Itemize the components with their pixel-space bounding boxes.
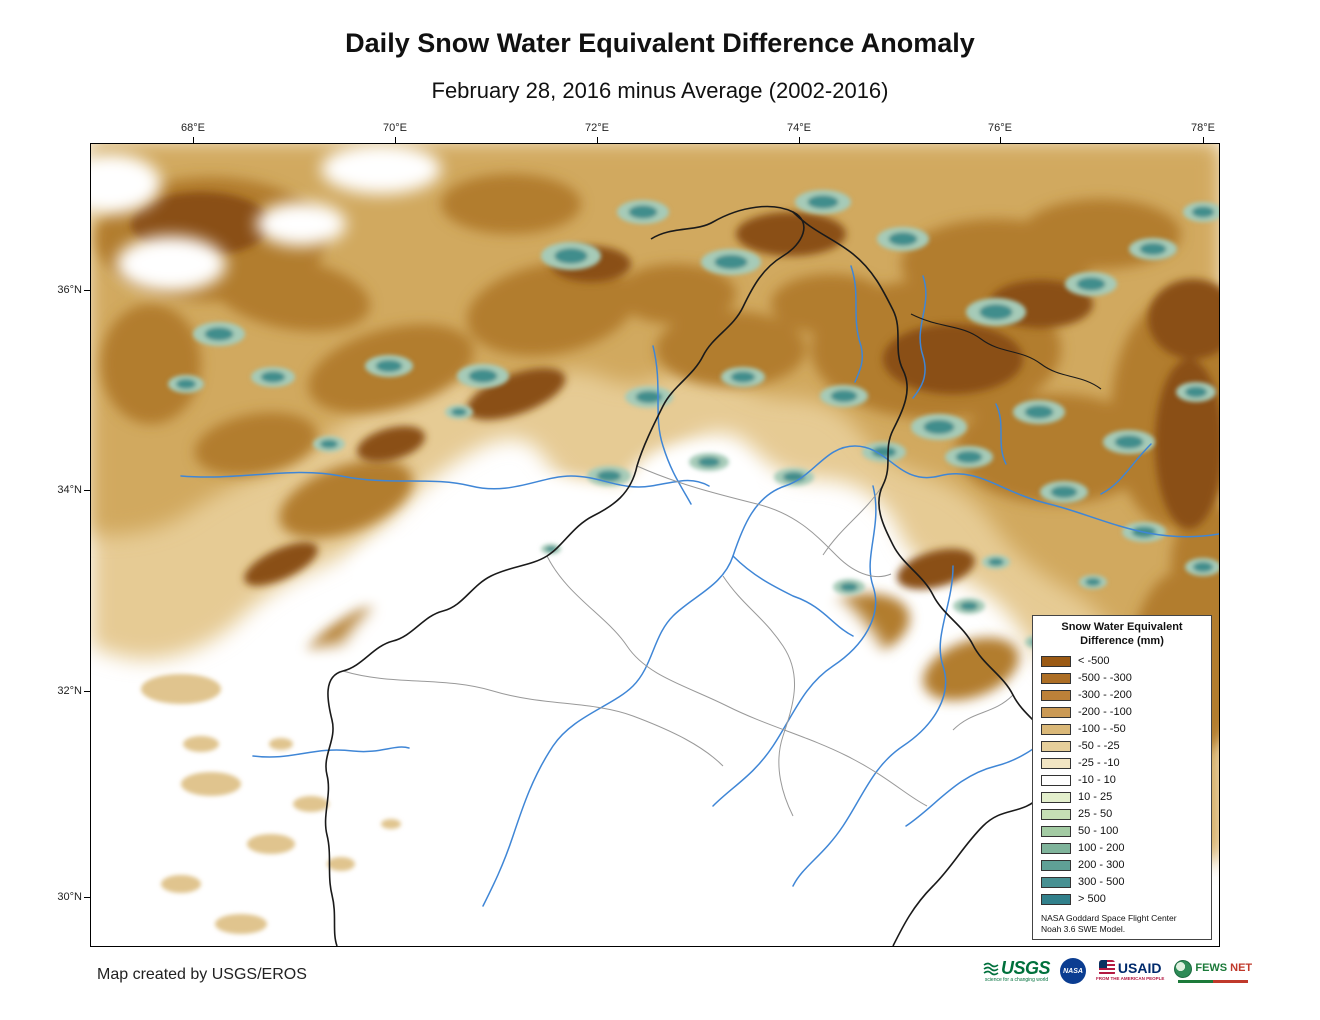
legend-row: 50 - 100 (1041, 823, 1203, 840)
x-tick-label: 72°E (585, 122, 609, 134)
legend-title-line1: Snow Water Equivalent (1061, 621, 1183, 633)
x-tick-mark (1000, 137, 1001, 143)
legend-row: 10 - 25 (1041, 789, 1203, 806)
usaid-logo: USAID FROM THE AMERICAN PEOPLE (1096, 960, 1164, 982)
fewsnet-globe-icon (1174, 959, 1193, 978)
legend-swatch (1041, 893, 1071, 905)
page-title: Daily Snow Water Equivalent Difference A… (345, 28, 975, 58)
page-subtitle: February 28, 2016 minus Average (2002-20… (431, 78, 889, 103)
legend-swatch (1041, 791, 1071, 803)
legend-row: -50 - -25 (1041, 738, 1203, 755)
fewsnet-logo-text-red: NET (1230, 962, 1253, 974)
legend-row: < -500 (1041, 653, 1203, 670)
positive-anomaly-teal-layer (168, 190, 1219, 679)
legend-label: -300 - -200 (1078, 689, 1132, 701)
legend-title: Snow Water Equivalent Difference (mm) (1041, 621, 1203, 649)
legend-label: 300 - 500 (1078, 876, 1125, 888)
legend-row: -300 - -200 (1041, 687, 1203, 704)
legend-row: 25 - 50 (1041, 806, 1203, 823)
legend-label: 50 - 100 (1078, 825, 1119, 837)
legend-label: > 500 (1078, 893, 1106, 905)
legend-row: 100 - 200 (1041, 840, 1203, 857)
y-tick-label: 30°N (57, 891, 82, 903)
x-tick-mark (395, 137, 396, 143)
y-tick-mark (84, 691, 90, 692)
country-borders (324, 205, 1102, 946)
x-tick-label: 74°E (787, 122, 811, 134)
usaid-logo-text: USAID (1117, 960, 1162, 977)
legend: Snow Water Equivalent Difference (mm) < … (1032, 615, 1212, 940)
x-tick-mark (193, 137, 194, 143)
y-tick-label: 36°N (57, 284, 82, 296)
legend-row: -100 - -50 (1041, 721, 1203, 738)
legend-title-line2: Difference (mm) (1080, 634, 1164, 647)
legend-label: 100 - 200 (1078, 842, 1125, 854)
legend-label: -200 - -100 (1078, 706, 1132, 718)
x-tick-mark (799, 137, 800, 143)
nasa-logo-text: NASA (1063, 967, 1083, 975)
legend-swatch (1041, 689, 1071, 701)
legend-swatch (1041, 757, 1071, 769)
legend-row: -200 - -100 (1041, 704, 1203, 721)
legend-row: 300 - 500 (1041, 874, 1203, 891)
x-tick-label: 68°E (181, 122, 205, 134)
usaid-flag-icon (1098, 960, 1115, 977)
fewsnet-logo-text-green: FEWS (1195, 962, 1228, 974)
x-tick-mark (1203, 137, 1204, 143)
legend-swatch (1041, 655, 1071, 667)
x-tick-mark (597, 137, 598, 143)
legend-swatch (1041, 774, 1071, 786)
legend-swatch (1041, 723, 1071, 735)
y-tick-label: 32°N (57, 685, 82, 697)
legend-row: -25 - -10 (1041, 755, 1203, 772)
legend-label: < -500 (1078, 655, 1110, 667)
y-tick-label: 34°N (57, 484, 82, 496)
y-tick-mark (84, 490, 90, 491)
valley-white-layer (91, 144, 1061, 946)
usgs-tagline: science for a changing world (984, 977, 1049, 983)
y-tick-mark (84, 290, 90, 291)
fewsnet-logo: FEWS NET (1174, 959, 1253, 983)
legend-label: 200 - 300 (1078, 859, 1125, 871)
legend-swatch (1041, 672, 1071, 684)
x-tick-label: 78°E (1191, 122, 1215, 134)
legend-label: 25 - 50 (1078, 808, 1113, 820)
footer-logos: USGS science for a changing world NASA U… (983, 958, 1252, 984)
usgs-logo: USGS science for a changing world (983, 958, 1051, 983)
legend-swatch (1041, 842, 1071, 854)
legend-swatch (1041, 859, 1071, 871)
x-tick-label: 76°E (988, 122, 1012, 134)
legend-label: 10 - 25 (1078, 791, 1113, 803)
usgs-logo-text: USGS (1001, 958, 1051, 978)
legend-note: NASA Goddard Space Flight Center Noah 3.… (1041, 913, 1203, 935)
legend-row: -500 - -300 (1041, 670, 1203, 687)
legend-swatch (1041, 876, 1071, 888)
tan-speckle-layer (141, 674, 401, 934)
admin-boundaries (342, 465, 1014, 817)
legend-swatch (1041, 825, 1071, 837)
legend-note-line2: Noah 3.6 SWE Model. (1041, 923, 1126, 934)
nasa-logo-circle: NASA (1060, 958, 1087, 984)
legend-label: -500 - -300 (1078, 672, 1132, 684)
legend-row: 200 - 300 (1041, 857, 1203, 874)
legend-label: -50 - -25 (1078, 740, 1120, 752)
legend-note-line1: NASA Goddard Space Flight Center (1041, 912, 1177, 923)
legend-row: -10 - 10 (1041, 772, 1203, 789)
legend-label: -25 - -10 (1078, 757, 1120, 769)
x-tick-label: 70°E (383, 122, 407, 134)
legend-label: -100 - -50 (1078, 723, 1126, 735)
legend-row: > 500 (1041, 891, 1203, 908)
usaid-tagline: FROM THE AMERICAN PEOPLE (1096, 976, 1165, 982)
legend-swatch (1041, 740, 1071, 752)
legend-swatch (1041, 808, 1071, 820)
legend-swatch (1041, 706, 1071, 718)
usgs-wave-icon (983, 962, 999, 976)
y-tick-mark (84, 897, 90, 898)
fewsnet-bar (1178, 979, 1249, 983)
map-credit: Map created by USGS/EROS (97, 966, 307, 983)
nasa-logo: NASA (1060, 958, 1087, 984)
legend-label: -10 - 10 (1078, 774, 1116, 786)
legend-entries: < -500 -500 - -300 -300 - -200 -200 - -100 -… (1041, 653, 1203, 908)
